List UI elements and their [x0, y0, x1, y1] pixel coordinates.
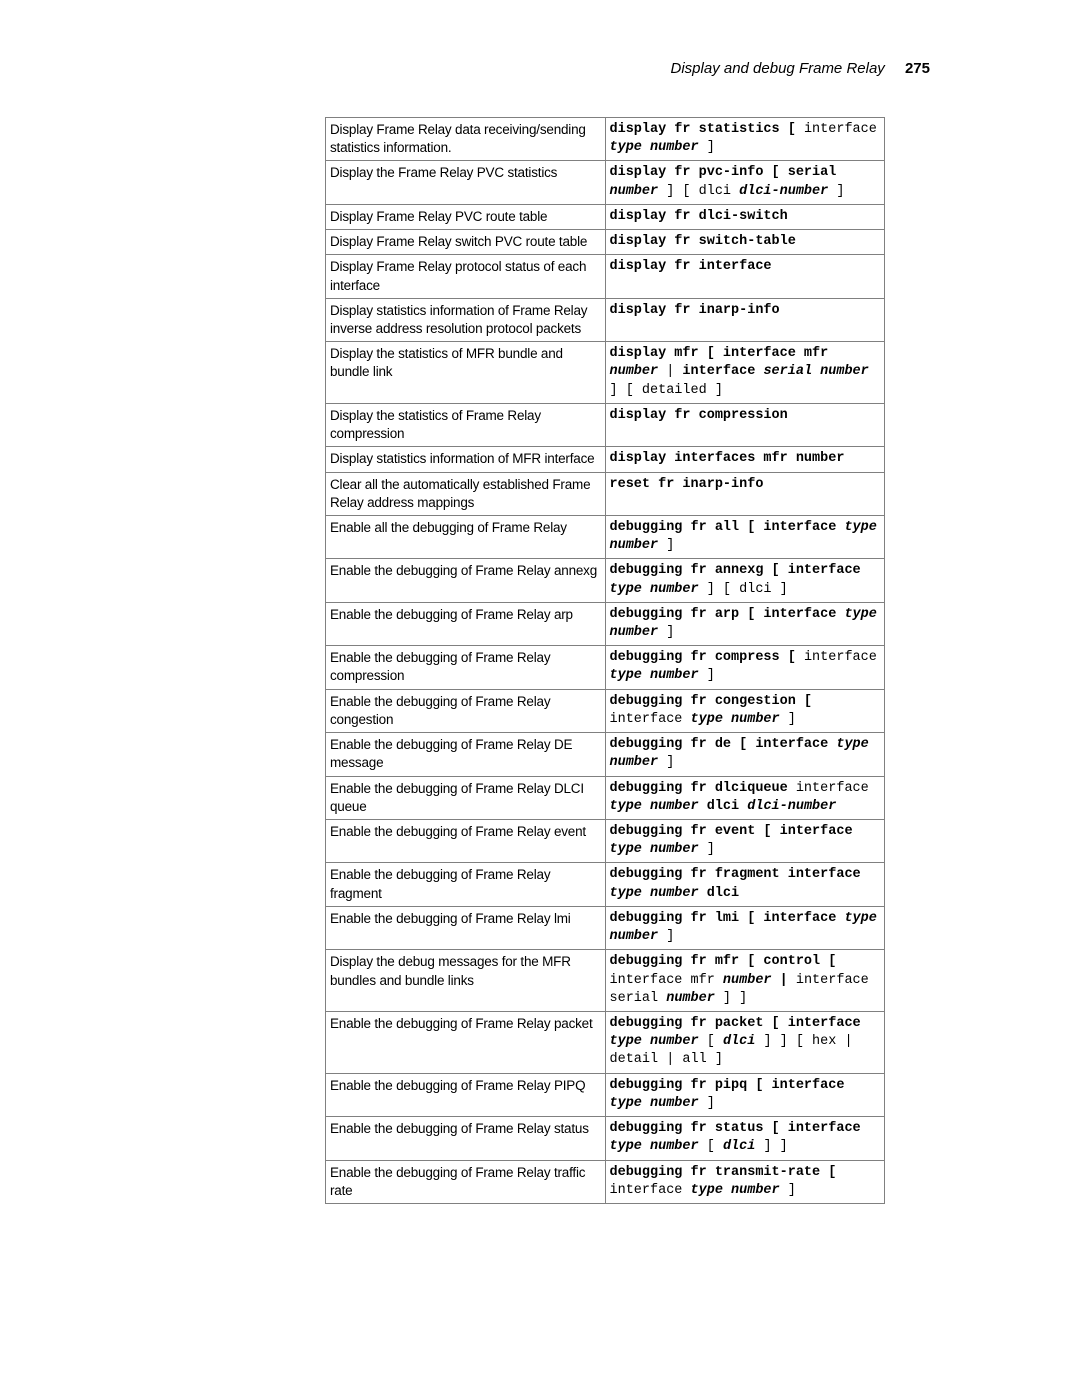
operation-description: Display Frame Relay switch PVC route tab… — [326, 230, 606, 255]
table-row: Display the statistics of MFR bundle and… — [326, 342, 885, 404]
operation-description: Display Frame Relay protocol status of e… — [326, 255, 606, 298]
command-syntax: display interfaces mfr number — [605, 447, 885, 472]
command-syntax: debugging fr pipq [ interface type numbe… — [605, 1073, 885, 1116]
table-row: Enable the debugging of Frame Relay lmid… — [326, 906, 885, 949]
table-row: Enable the debugging of Frame Relay arpd… — [326, 602, 885, 645]
section-title: Display and debug Frame Relay — [671, 60, 885, 77]
command-syntax: display fr dlci-switch — [605, 204, 885, 229]
table-row: Enable the debugging of Frame Relay even… — [326, 820, 885, 863]
table-row: Enable the debugging of Frame Relay stat… — [326, 1117, 885, 1160]
operation-description: Enable the debugging of Frame Relay PIPQ — [326, 1073, 606, 1116]
table-row: Display Frame Relay PVC route tabledispl… — [326, 204, 885, 229]
table-row: Display Frame Relay switch PVC route tab… — [326, 230, 885, 255]
table-row: Enable the debugging of Frame Relay PIPQ… — [326, 1073, 885, 1116]
table-row: Enable all the debugging of Frame Relayd… — [326, 515, 885, 558]
operation-description: Enable the debugging of Frame Relay arp — [326, 602, 606, 645]
table-row: Enable the debugging of Frame Relay comp… — [326, 646, 885, 689]
operation-description: Enable the debugging of Frame Relay stat… — [326, 1117, 606, 1160]
command-syntax: debugging fr lmi [ interface type number… — [605, 906, 885, 949]
operation-description: Enable the debugging of Frame Relay DLCI… — [326, 776, 606, 819]
command-syntax: display fr inarp-info — [605, 298, 885, 341]
command-syntax: display fr statistics [ interface type n… — [605, 118, 885, 161]
table-row: Enable the debugging of Frame Relay DLCI… — [326, 776, 885, 819]
operation-description: Display Frame Relay data receiving/sendi… — [326, 118, 606, 161]
operation-description: Display statistics information of Frame … — [326, 298, 606, 341]
operation-description: Clear all the automatically established … — [326, 472, 606, 515]
page-number: 275 — [905, 60, 930, 77]
table-row: Enable the debugging of Frame Relay frag… — [326, 863, 885, 906]
operation-description: Enable the debugging of Frame Relay even… — [326, 820, 606, 863]
table-row: Display the statistics of Frame Relay co… — [326, 403, 885, 446]
operation-description: Enable the debugging of Frame Relay lmi — [326, 906, 606, 949]
table-row: Display the Frame Relay PVC statisticsdi… — [326, 161, 885, 204]
command-syntax: debugging fr mfr [ control [ interface m… — [605, 950, 885, 1012]
operation-description: Display the Frame Relay PVC statistics — [326, 161, 606, 204]
command-table: Display Frame Relay data receiving/sendi… — [325, 117, 885, 1204]
page-container: Display and debug Frame Relay 275 Displa… — [0, 0, 1080, 1397]
operation-description: Enable all the debugging of Frame Relay — [326, 515, 606, 558]
table-row: Enable the debugging of Frame Relay anne… — [326, 559, 885, 602]
operation-description: Enable the debugging of Frame Relay pack… — [326, 1011, 606, 1073]
command-syntax: debugging fr dlciqueue interface type nu… — [605, 776, 885, 819]
operation-description: Enable the debugging of Frame Relay anne… — [326, 559, 606, 602]
table-row: Display the debug messages for the MFR b… — [326, 950, 885, 1012]
command-syntax: reset fr inarp-info — [605, 472, 885, 515]
command-syntax: debugging fr transmit-rate [ interface t… — [605, 1160, 885, 1203]
table-row: Display statistics information of Frame … — [326, 298, 885, 341]
page-header: Display and debug Frame Relay 275 — [140, 60, 940, 77]
command-syntax: debugging fr event [ interface type numb… — [605, 820, 885, 863]
operation-description: Enable the debugging of Frame Relay frag… — [326, 863, 606, 906]
table-row: Enable the debugging of Frame Relay cong… — [326, 689, 885, 732]
operation-description: Enable the debugging of Frame Relay DE m… — [326, 733, 606, 776]
command-table-body: Display Frame Relay data receiving/sendi… — [326, 118, 885, 1204]
table-row: Display statistics information of MFR in… — [326, 447, 885, 472]
command-syntax: debugging fr arp [ interface type number… — [605, 602, 885, 645]
command-syntax: debugging fr fragment interface type num… — [605, 863, 885, 906]
command-syntax: display fr switch-table — [605, 230, 885, 255]
table-row: Enable the debugging of Frame Relay traf… — [326, 1160, 885, 1203]
command-syntax: debugging fr de [ interface type number … — [605, 733, 885, 776]
command-syntax: display fr compression — [605, 403, 885, 446]
command-syntax: display fr pvc-info [ serial number ] [ … — [605, 161, 885, 204]
table-row: Enable the debugging of Frame Relay pack… — [326, 1011, 885, 1073]
table-row: Clear all the automatically established … — [326, 472, 885, 515]
operation-description: Enable the debugging of Frame Relay comp… — [326, 646, 606, 689]
command-syntax: display fr interface — [605, 255, 885, 298]
command-syntax: debugging fr all [ interface type number… — [605, 515, 885, 558]
operation-description: Display the statistics of MFR bundle and… — [326, 342, 606, 404]
command-syntax: display mfr [ interface mfr number | int… — [605, 342, 885, 404]
table-row: Enable the debugging of Frame Relay DE m… — [326, 733, 885, 776]
command-syntax: debugging fr status [ interface type num… — [605, 1117, 885, 1160]
command-syntax: debugging fr congestion [ interface type… — [605, 689, 885, 732]
operation-description: Display the statistics of Frame Relay co… — [326, 403, 606, 446]
operation-description: Enable the debugging of Frame Relay traf… — [326, 1160, 606, 1203]
command-syntax: debugging fr compress [ interface type n… — [605, 646, 885, 689]
operation-description: Display statistics information of MFR in… — [326, 447, 606, 472]
operation-description: Display Frame Relay PVC route table — [326, 204, 606, 229]
command-syntax: debugging fr annexg [ interface type num… — [605, 559, 885, 602]
operation-description: Display the debug messages for the MFR b… — [326, 950, 606, 1012]
command-syntax: debugging fr packet [ interface type num… — [605, 1011, 885, 1073]
table-row: Display Frame Relay protocol status of e… — [326, 255, 885, 298]
operation-description: Enable the debugging of Frame Relay cong… — [326, 689, 606, 732]
table-row: Display Frame Relay data receiving/sendi… — [326, 118, 885, 161]
